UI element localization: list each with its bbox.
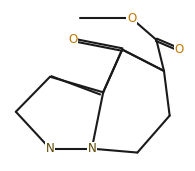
Text: O: O xyxy=(175,43,184,56)
Text: N: N xyxy=(87,142,96,155)
Text: N: N xyxy=(46,142,54,155)
Text: O: O xyxy=(127,12,136,25)
Text: O: O xyxy=(68,33,77,46)
